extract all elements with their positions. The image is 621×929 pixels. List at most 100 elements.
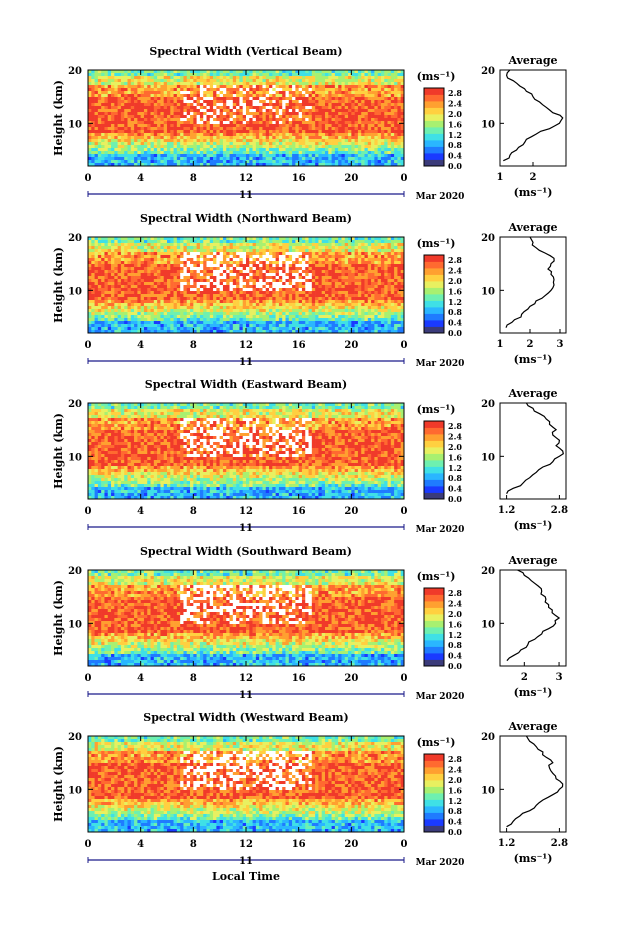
heatmap-cell: [117, 249, 122, 253]
heatmap-cell: [344, 70, 349, 74]
heatmap-cell: [357, 106, 362, 110]
heatmap-cell: [255, 243, 260, 247]
heatmap-cell: [361, 127, 365, 131]
heatmap-cell: [318, 258, 323, 262]
heatmap-cell: [344, 285, 349, 289]
heatmap-cell: [167, 246, 171, 250]
heatmap-cell: [377, 240, 382, 244]
heatmap-cell: [311, 282, 316, 286]
heatmap-cell: [209, 115, 214, 119]
heatmap-cell: [88, 237, 92, 241]
heatmap-cell: [137, 142, 141, 146]
heatmap-cell: [147, 118, 151, 122]
heatmap-cell: [390, 267, 395, 271]
heatmap-cell: [101, 88, 105, 92]
heatmap-cell: [380, 261, 385, 265]
heatmap-cell: [183, 70, 188, 74]
heatmap-cell: [282, 139, 286, 143]
heatmap-cell: [216, 151, 220, 155]
heatmap-cell: [183, 97, 188, 101]
heatmap-cell: [104, 288, 109, 292]
heatmap-cell: [213, 237, 217, 241]
heatmap-cell: [364, 76, 369, 80]
heatmap-cell: [173, 112, 178, 116]
heatmap-cell: [298, 82, 303, 86]
heatmap-cell: [275, 237, 280, 241]
heatmap-cell: [344, 121, 349, 125]
heatmap-cell: [348, 255, 352, 259]
heatmap-cell: [176, 100, 181, 104]
heatmap-cell: [361, 252, 365, 256]
heatmap-cell: [308, 151, 313, 155]
heatmap-cell: [167, 76, 171, 80]
heatmap-cell: [127, 243, 132, 247]
heatmap-cell: [203, 243, 207, 247]
heatmap-cell: [288, 109, 293, 113]
average-frame: [499, 69, 567, 167]
heatmap-cell: [331, 160, 336, 164]
heatmap-cell: [137, 282, 141, 286]
heatmap-cell: [239, 124, 244, 128]
heatmap-cell: [311, 261, 316, 265]
heatmap-cell: [308, 91, 313, 95]
heatmap-cell: [203, 73, 207, 77]
heatmap-cell: [246, 88, 250, 92]
heatmap-cell: [397, 273, 402, 277]
heatmap-cell: [91, 252, 95, 256]
heatmap-cell: [308, 112, 313, 116]
heatmap-cell: [394, 73, 398, 77]
heatmap-cell: [117, 112, 122, 116]
heatmap-cell: [255, 124, 260, 128]
heatmap-cell: [288, 285, 293, 289]
heatmap-cell: [97, 291, 102, 295]
heatmap-cell: [88, 127, 92, 131]
heatmap-cell: [252, 118, 257, 122]
heatmap-cell: [262, 133, 267, 137]
heatmap-cell: [143, 88, 148, 92]
heatmap-cell: [397, 70, 402, 74]
heatmap-cell: [397, 154, 402, 158]
heatmap-cell: [190, 118, 194, 122]
heatmap-cell: [298, 145, 303, 149]
heatmap-cell: [97, 139, 102, 143]
heatmap-cell: [354, 97, 359, 101]
heatmap-cell: [104, 151, 109, 155]
heatmap-cell: [101, 73, 105, 77]
heatmap-cell: [380, 124, 385, 128]
heatmap-cell: [394, 237, 398, 241]
heatmap-cell: [301, 291, 306, 295]
heatmap-cell: [387, 291, 392, 295]
heatmap-cell: [325, 115, 329, 119]
heatmap-cell: [384, 267, 388, 271]
heatmap-cell: [160, 255, 165, 259]
colorbar-swatch: [424, 88, 444, 95]
heatmap-cell: [357, 139, 362, 143]
heatmap-cell: [325, 279, 329, 283]
heatmap-cell: [380, 139, 385, 143]
heatmap-cell: [180, 79, 184, 83]
heatmap-cell: [384, 121, 388, 125]
heatmap-cell: [374, 276, 378, 280]
heatmap-cell: [170, 246, 174, 250]
heatmap-cell: [190, 261, 194, 265]
heatmap-cell: [232, 133, 237, 137]
heatmap-cell: [301, 243, 306, 247]
heatmap-cell: [334, 249, 339, 253]
heatmap-cell: [242, 94, 247, 98]
heatmap-cell: [107, 163, 112, 167]
heatmap-cell: [377, 91, 382, 95]
heatmap-cell: [236, 249, 240, 253]
heatmap-cell: [180, 124, 184, 128]
heatmap-cell: [147, 100, 151, 104]
heatmap-cell: [107, 73, 112, 77]
heatmap-cell: [219, 148, 224, 152]
heatmap-cell: [321, 249, 326, 253]
heatmap-cell: [321, 282, 326, 286]
heatmap-cell: [272, 94, 276, 98]
heatmap-cell: [311, 73, 316, 77]
heatmap-cell: [394, 88, 398, 92]
heatmap-cell: [176, 133, 181, 137]
heatmap-cell: [143, 124, 148, 128]
heatmap-cell: [196, 273, 201, 277]
heatmap-cell: [328, 252, 332, 256]
